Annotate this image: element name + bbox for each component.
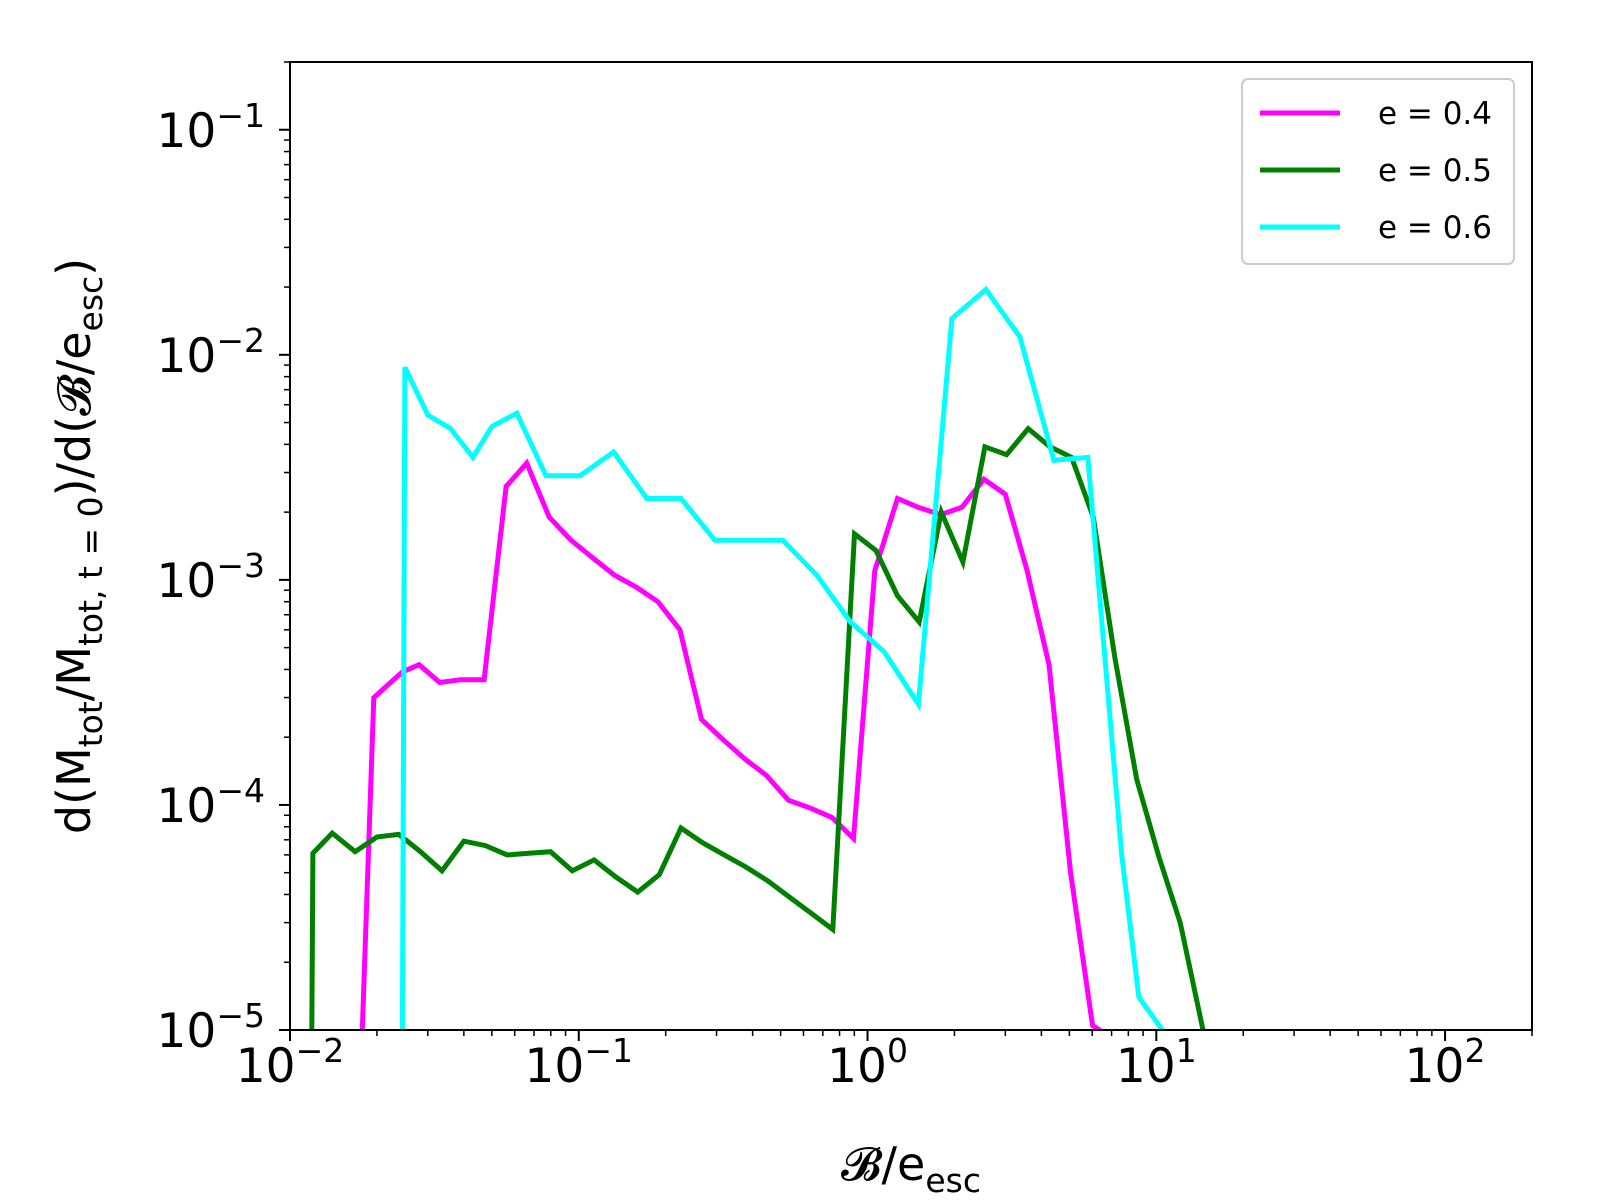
- legend: e = 0.4 e = 0.5 e = 0.6: [1241, 78, 1515, 265]
- x-tick-label-base: 10: [525, 1039, 585, 1094]
- x-tick-label: 101: [1116, 1031, 1197, 1094]
- series-group: [309, 285, 1206, 1030]
- x-tick-label: 100: [827, 1031, 908, 1094]
- legend-box: [1241, 78, 1515, 265]
- x-axis-label-main: 𝓑/e: [841, 1137, 925, 1191]
- x-tick-label: 102: [1405, 1031, 1486, 1094]
- y-tick-label-exp: −2: [216, 321, 265, 360]
- y-tick-label-exp: −5: [216, 996, 265, 1035]
- y-tick-label: 10−4: [157, 771, 265, 834]
- series-line-1: [309, 425, 1206, 1030]
- y-axis-label-sub3: esc: [71, 276, 110, 332]
- ticks-group: [279, 61, 1533, 1041]
- y-axis-label-post: )/d(𝓑/e: [47, 331, 101, 496]
- y-tick-label-exp: −1: [216, 96, 265, 135]
- y-tick-label-exp: −3: [216, 546, 265, 585]
- y-tick-label-base: 10: [157, 104, 217, 159]
- y-axis-label-mid: /M: [47, 646, 101, 701]
- plot-frame: [289, 61, 1533, 1031]
- y-axis-label: d(Mtot/Mtot, t = 0)/d(𝓑/eesc): [47, 258, 110, 834]
- x-tick-label-exp: 2: [1464, 1031, 1485, 1070]
- y-tick-label-base: 10: [157, 329, 217, 384]
- y-tick-label: 10−5: [157, 996, 265, 1059]
- y-tick-label-base: 10: [157, 554, 217, 609]
- legend-label-0: e = 0.4: [1378, 96, 1492, 132]
- legend-label-2: e = 0.6: [1378, 210, 1492, 246]
- y-tick-label-base: 10: [157, 1004, 217, 1059]
- x-axis-label-sub: esc: [925, 1161, 981, 1200]
- y-axis-label-sub1: tot: [71, 701, 110, 747]
- x-tick-label: 10−1: [525, 1031, 633, 1094]
- x-tick-label-exp: −1: [584, 1031, 633, 1070]
- y-axis-label-pre: d(M: [47, 747, 101, 834]
- y-tick-label-exp: −4: [216, 771, 265, 810]
- y-axis-label-sub2: tot, t = 0: [71, 496, 110, 646]
- y-axis-label-end: ): [47, 258, 101, 276]
- x-tick-label-exp: 0: [887, 1031, 908, 1070]
- x-tick-label-base: 10: [236, 1039, 296, 1094]
- x-tick-label: 10−2: [236, 1031, 344, 1094]
- x-axis-label: 𝓑/eesc: [841, 1137, 981, 1200]
- series-line-0: [359, 458, 1104, 1030]
- y-tick-label: 10−3: [157, 546, 265, 609]
- x-tick-label-base: 10: [1405, 1039, 1465, 1094]
- y-tick-label-base: 10: [157, 779, 217, 834]
- x-tick-label-exp: 1: [1176, 1031, 1197, 1070]
- y-tick-label: 10−2: [157, 321, 265, 384]
- x-tick-label-exp: −2: [296, 1031, 345, 1070]
- legend-label-1: e = 0.5: [1378, 153, 1492, 189]
- series-line-2: [399, 285, 1166, 1030]
- x-tick-label-base: 10: [1116, 1039, 1176, 1094]
- x-tick-label-base: 10: [827, 1039, 887, 1094]
- y-tick-label: 10−1: [157, 96, 265, 159]
